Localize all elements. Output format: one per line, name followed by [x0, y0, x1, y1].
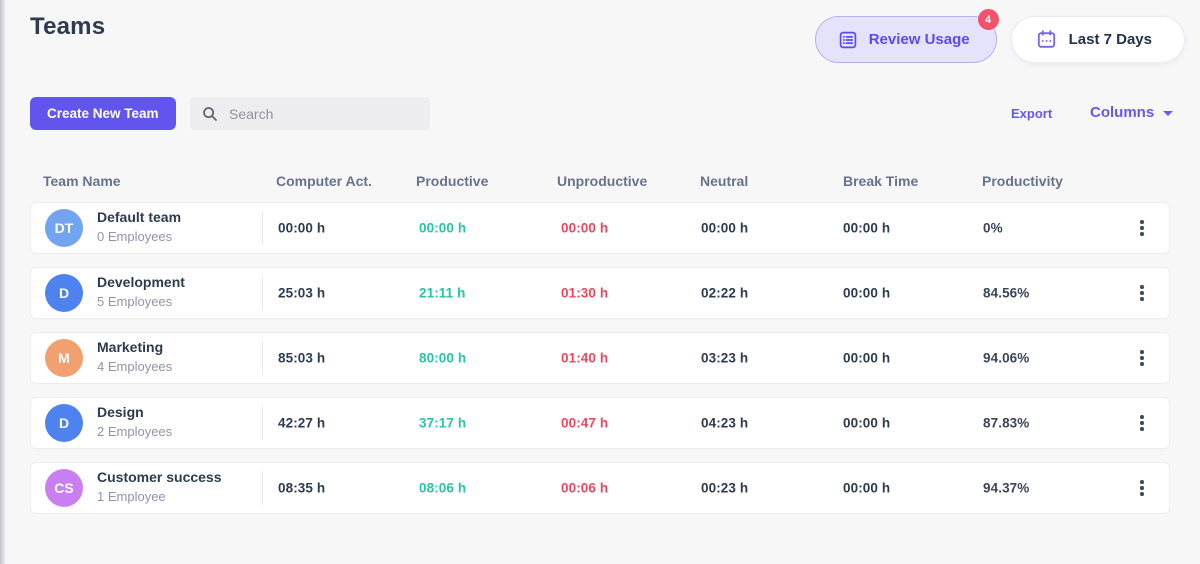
- avatar: M: [45, 339, 83, 377]
- table-row[interactable]: D Development 5 Employees 25:03 h 21:11 …: [30, 267, 1170, 319]
- date-range-label: Last 7 Days: [1068, 31, 1152, 48]
- review-usage-label: Review Usage: [868, 31, 970, 48]
- team-name: Design: [97, 404, 144, 420]
- break-time-value: 00:00 h: [843, 220, 891, 236]
- neutral-value: 00:00 h: [701, 220, 749, 236]
- neutral-value: 00:23 h: [701, 480, 749, 496]
- row-menu-kebab-icon[interactable]: [1131, 217, 1153, 239]
- unproductive-value: 01:40 h: [561, 350, 609, 366]
- unproductive-value: 00:00 h: [561, 220, 609, 236]
- productivity-value: 94.37%: [983, 480, 1030, 496]
- column-header-unproductive: Unproductive: [557, 173, 648, 189]
- columns-dropdown[interactable]: Columns: [1090, 104, 1174, 121]
- date-range-button[interactable]: Last 7 Days: [1010, 16, 1185, 63]
- productivity-value: 0%: [983, 220, 1003, 236]
- table-row[interactable]: DT Default team 0 Employees 00:00 h 00:0…: [30, 202, 1170, 254]
- column-header-neutral: Neutral: [700, 173, 749, 189]
- team-name: Marketing: [97, 339, 164, 355]
- computer-activity-value: 42:27 h: [278, 415, 326, 431]
- neutral-value: 04:23 h: [701, 415, 749, 431]
- avatar: DT: [45, 209, 83, 247]
- column-header-team-name: Team Name: [43, 173, 121, 189]
- row-divider: [262, 471, 263, 505]
- computer-activity-value: 00:00 h: [278, 220, 326, 236]
- chevron-down-icon: [1163, 111, 1174, 116]
- avatar: CS: [45, 469, 83, 507]
- unproductive-value: 01:30 h: [561, 285, 609, 301]
- productivity-value: 84.56%: [983, 285, 1030, 301]
- search-input[interactable]: [227, 104, 418, 123]
- productive-value: 00:00 h: [419, 220, 467, 236]
- computer-activity-value: 25:03 h: [278, 285, 326, 301]
- unproductive-value: 00:06 h: [561, 480, 609, 496]
- team-employee-count: 4 Employees: [97, 359, 173, 374]
- row-divider: [262, 406, 263, 440]
- productive-value: 08:06 h: [419, 480, 467, 496]
- column-header-break-time: Break Time: [843, 173, 919, 189]
- review-usage-button[interactable]: Review Usage 4: [814, 9, 999, 63]
- row-divider: [262, 211, 263, 245]
- break-time-value: 00:00 h: [843, 285, 891, 301]
- column-header-productive: Productive: [416, 173, 489, 189]
- team-employee-count: 0 Employees: [97, 229, 173, 244]
- table-row[interactable]: CS Customer success 1 Employee 08:35 h 0…: [30, 462, 1170, 514]
- table-row[interactable]: M Marketing 4 Employees 85:03 h 80:00 h …: [30, 332, 1170, 384]
- productivity-value: 94.06%: [983, 350, 1030, 366]
- team-name: Default team: [97, 209, 182, 225]
- computer-activity-value: 85:03 h: [278, 350, 326, 366]
- page-title: Teams: [30, 13, 106, 40]
- break-time-value: 00:00 h: [843, 415, 891, 431]
- row-divider: [262, 276, 263, 310]
- break-time-value: 00:00 h: [843, 350, 891, 366]
- create-new-team-button[interactable]: Create New Team: [30, 97, 176, 130]
- neutral-value: 02:22 h: [701, 285, 749, 301]
- calendar-icon: [1036, 29, 1057, 50]
- table-row[interactable]: D Design 2 Employees 42:27 h 37:17 h 00:…: [30, 397, 1170, 449]
- row-menu-kebab-icon[interactable]: [1131, 282, 1153, 304]
- neutral-value: 03:23 h: [701, 350, 749, 366]
- team-employee-count: 2 Employees: [97, 424, 173, 439]
- team-employee-count: 5 Employees: [97, 294, 173, 309]
- column-header-productivity: Productivity: [982, 173, 1063, 189]
- sidebar-edge-shadow: [0, 0, 6, 564]
- team-employee-count: 1 Employee: [97, 489, 166, 504]
- review-usage-icon: [838, 30, 858, 50]
- productivity-value: 87.83%: [983, 415, 1030, 431]
- columns-label: Columns: [1090, 104, 1155, 121]
- break-time-value: 00:00 h: [843, 480, 891, 496]
- productive-value: 80:00 h: [419, 350, 467, 366]
- productive-value: 37:17 h: [419, 415, 467, 431]
- computer-activity-value: 08:35 h: [278, 480, 326, 496]
- row-menu-kebab-icon[interactable]: [1131, 477, 1153, 499]
- search-icon: [202, 106, 218, 122]
- unproductive-value: 00:47 h: [561, 415, 609, 431]
- export-button[interactable]: Export: [1011, 106, 1053, 121]
- review-usage-badge: 4: [977, 9, 999, 30]
- team-name: Development: [97, 274, 185, 290]
- row-divider: [262, 341, 263, 375]
- avatar: D: [45, 404, 83, 442]
- productive-value: 21:11 h: [419, 285, 466, 301]
- avatar: D: [45, 274, 83, 312]
- search-box[interactable]: [190, 97, 430, 130]
- header-actions: Review Usage 4 Last 7 Days: [814, 9, 1185, 63]
- row-menu-kebab-icon[interactable]: [1131, 347, 1153, 369]
- column-header-computer-act: Computer Act.: [276, 173, 372, 189]
- team-name: Customer success: [97, 469, 222, 485]
- row-menu-kebab-icon[interactable]: [1131, 412, 1153, 434]
